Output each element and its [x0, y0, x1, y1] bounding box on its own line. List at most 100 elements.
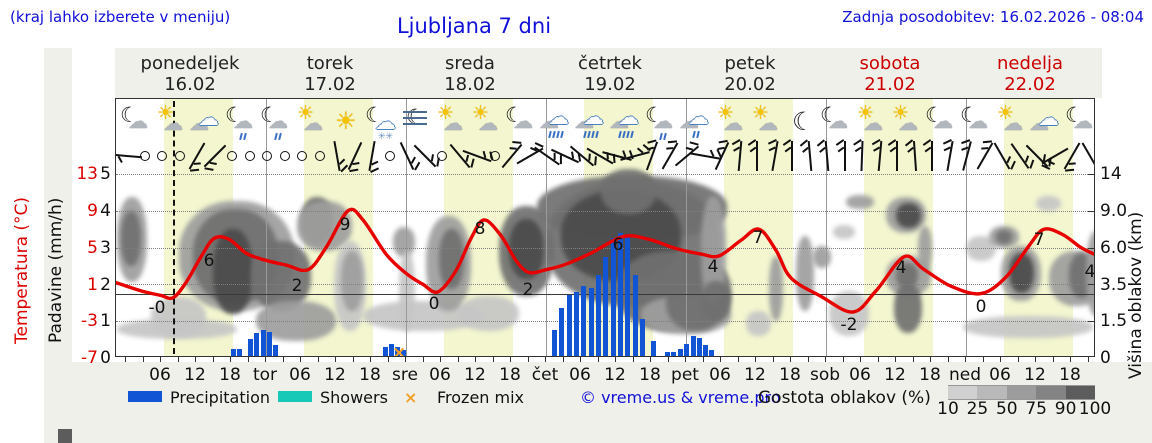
day-header: ponedeljek 16.02	[120, 53, 260, 95]
cloud-icon: ☁	[303, 111, 323, 135]
bottom-band	[44, 362, 1152, 443]
last-update-timestamp: Zadnja posodobitev: 16.02.2026 - 08:04	[842, 8, 1144, 26]
cloud-icon: ☁	[268, 109, 288, 133]
cloud-height-tick	[1088, 284, 1094, 286]
time-axis-tick	[247, 357, 249, 362]
current-time-line	[173, 101, 175, 354]
weather-icon-cloud-big: ☁ ☁	[189, 101, 223, 147]
weather-icon-night-rain2: ☾ ☁	[644, 101, 678, 147]
precipitation-bar	[596, 275, 601, 356]
cloud-icon: ☁	[478, 111, 498, 135]
day-header: petek 20.02	[680, 53, 820, 95]
cloud-height-tick-label: 0	[1100, 348, 1111, 368]
precipitation-bar	[651, 341, 656, 356]
day-date: 17.02	[304, 74, 356, 95]
hour-label: 12	[744, 365, 766, 385]
cloud-icon: ☁	[609, 109, 629, 133]
moon-icon: ☾	[505, 103, 524, 127]
cloud-blob	[509, 219, 544, 279]
temperature-point-label: 7	[1033, 230, 1045, 250]
weather-icon-rain4: ☁ ☁	[609, 101, 643, 147]
precipitation-bar	[678, 349, 683, 356]
cloud-icon: ☁	[653, 109, 673, 133]
temperature-point-label: -2	[840, 315, 858, 335]
precipitation-bar	[625, 236, 630, 356]
precipitation-bar	[665, 352, 670, 356]
precipitation-bar	[552, 330, 557, 356]
cloud-blob	[996, 230, 1012, 244]
temperature-point-label: 9	[339, 215, 351, 235]
copyright-link[interactable]: © vreme.us & vreme.pro	[580, 388, 781, 407]
time-axis-tick	[755, 357, 756, 362]
time-axis-tick	[195, 357, 196, 362]
time-axis-tick	[807, 357, 809, 362]
cloud-blob	[251, 241, 311, 311]
day-abbrev-label: čet	[531, 365, 559, 385]
density-scale-segment	[977, 385, 1007, 400]
time-axis-tick	[650, 357, 651, 362]
precip-tick-label: 3	[100, 238, 111, 258]
cloud-icon: ☁	[898, 111, 918, 135]
sun-icon: ☀	[472, 102, 490, 124]
day-abbrev-label: ned	[948, 365, 982, 385]
weather-icon-night-rain2: ☾ ☁	[259, 101, 293, 147]
moon-icon: ☾	[1065, 103, 1084, 127]
time-axis-tick	[965, 357, 966, 362]
weather-icon-night-cloud: ☾ ☁	[119, 101, 153, 147]
time-axis-tick	[825, 357, 826, 362]
fog-lines-icon	[403, 117, 427, 119]
weather-icon-sun-cloud: ☀ ☁	[154, 101, 188, 147]
temperature-point-label: 2	[522, 280, 534, 300]
precipitation-bar	[684, 344, 689, 356]
day-header: sobota 21.02	[820, 53, 960, 95]
cloud-height-tick-label: 1.5	[1100, 311, 1128, 331]
temperature-point-label: -0	[148, 298, 166, 318]
hour-label: 12	[604, 365, 626, 385]
time-axis-tick	[125, 357, 126, 362]
time-axis-tick	[177, 357, 179, 362]
time-axis-tick	[440, 357, 441, 362]
weather-icon-cloud-big: ☁ ☁	[1029, 101, 1063, 147]
precipitation-bar	[254, 333, 259, 356]
temperature-point-label: 8	[474, 219, 486, 239]
precipitation-bar	[248, 339, 253, 356]
precipitation-bar	[261, 329, 266, 356]
density-scale-label: 100	[1078, 399, 1112, 419]
day-header: četrtek 19.02	[540, 53, 680, 95]
cloud-height-tick-label: 6.0	[1100, 238, 1128, 258]
cloud-blob	[1009, 253, 1034, 293]
moon-icon: ☾	[225, 103, 244, 127]
cloud-icon: ☁	[618, 105, 639, 129]
day-boundary-line	[966, 99, 967, 356]
cloud-icon: ☁	[1003, 111, 1023, 135]
precip-tick-label: 4	[100, 201, 111, 221]
time-axis-tick	[772, 357, 774, 362]
density-scale-label: 50	[995, 399, 1018, 419]
day-abbrev-label: tor	[252, 365, 278, 385]
location-menu-hint[interactable]: (kraj lahko izberete v meniju)	[10, 8, 231, 26]
density-scale-segment	[1036, 385, 1066, 400]
time-axis-tick	[545, 357, 546, 362]
time-axis-tick	[160, 357, 161, 362]
weather-icon-night-rain2: ☾ ☁	[224, 101, 258, 147]
day-date: 20.02	[724, 74, 776, 95]
time-axis-tick	[282, 357, 284, 362]
weather-icon-sun-cloud: ☀ ☁	[749, 101, 783, 147]
sun-icon: ☀	[335, 107, 357, 135]
moon-icon: ☾	[120, 103, 139, 127]
day-header: nedelja 22.02	[960, 53, 1100, 95]
cloud-icon: ☁	[189, 111, 209, 135]
hour-label: 18	[219, 365, 241, 385]
time-axis-tick	[615, 357, 616, 362]
weather-icon-clear-night: ☾	[784, 101, 818, 147]
day-header: torek 17.02	[260, 53, 400, 95]
temp-tick-label: 9	[87, 201, 98, 221]
precipitation-bar	[389, 344, 394, 356]
weather-icon-rain2: ☁ ☁	[679, 101, 713, 147]
daylight-band	[1004, 99, 1073, 356]
time-axis-tick	[790, 357, 791, 362]
precipitation-bar	[267, 332, 272, 356]
density-scale-segment	[1065, 385, 1095, 400]
cloud-blob	[393, 227, 415, 257]
precipitation-bar	[383, 346, 388, 356]
